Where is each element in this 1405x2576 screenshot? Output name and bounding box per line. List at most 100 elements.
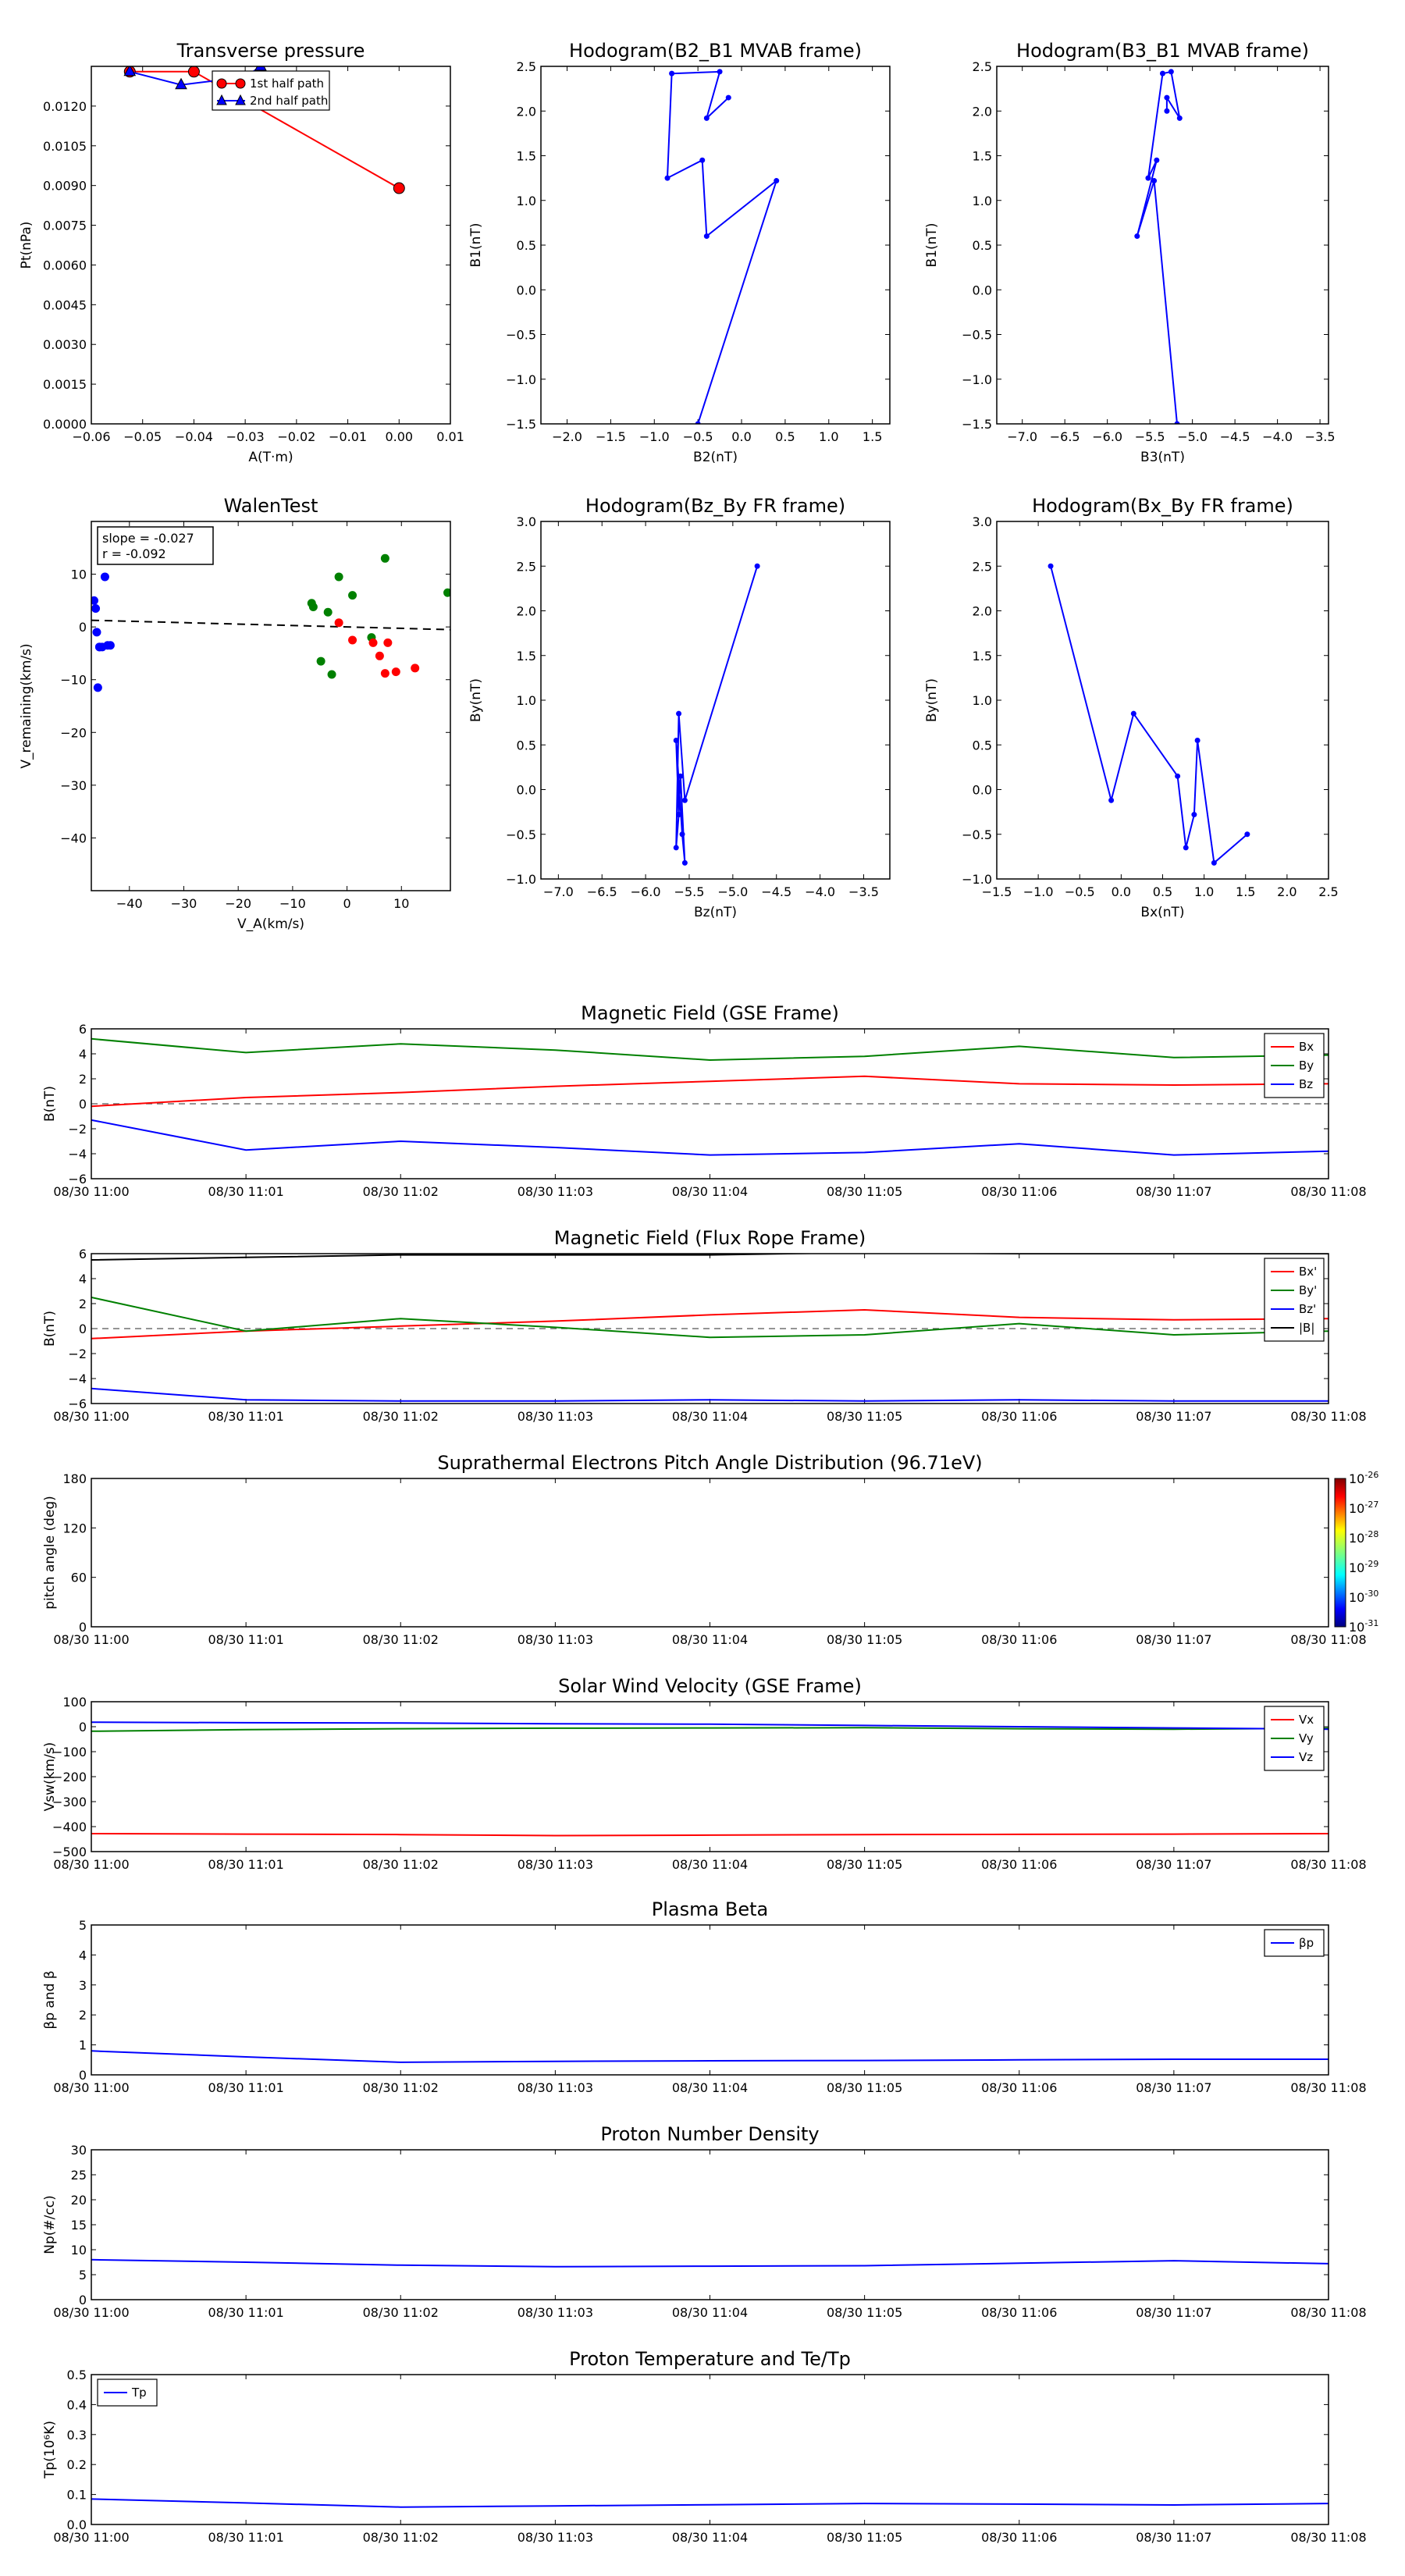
data-point <box>681 859 688 866</box>
x-axis-label: Bz(nT) <box>694 905 737 920</box>
y-tick-label: 1.0 <box>973 194 992 208</box>
y-tick-label: 0 <box>79 2293 87 2307</box>
chart-title: Hodogram(Bx_By FR frame) <box>1032 495 1293 517</box>
legend-label: Vz <box>1299 1750 1313 1764</box>
y-tick-label: 3 <box>79 1978 87 1993</box>
x-tick-label: 08/30 11:03 <box>518 1857 593 1872</box>
annotation-text: r = -0.092 <box>102 546 166 561</box>
y-tick-label: 0.5 <box>973 238 992 253</box>
data-point <box>1175 773 1181 779</box>
data-point <box>368 638 378 647</box>
y-tick-label: 0.0000 <box>43 417 87 432</box>
x-tick-label: 08/30 11:06 <box>981 2530 1057 2545</box>
x-axis-label: B3(nT) <box>1140 450 1185 465</box>
x-tick-label: 08/30 11:04 <box>672 1632 748 1647</box>
x-tick-label: 08/30 11:05 <box>827 2080 902 2095</box>
y-tick-label: 0.5 <box>517 238 536 253</box>
x-tick-label: 08/30 11:02 <box>363 2530 439 2545</box>
x-tick-label: 08/30 11:03 <box>518 1409 593 1424</box>
x-tick-label: 08/30 11:08 <box>1290 2305 1366 2320</box>
plot-area <box>91 2498 1329 2508</box>
x-tick-label: 0.0 <box>1112 884 1131 899</box>
y-tick-label: 2.0 <box>517 604 536 619</box>
data-point <box>334 572 343 582</box>
colorbar-tick-base: 10 <box>1349 1531 1364 1546</box>
y-tick-label: 1 <box>79 2038 87 2053</box>
x-tick-label: 08/30 11:04 <box>672 2305 748 2320</box>
y-tick-label: −500 <box>52 1845 87 1859</box>
y-axis-label: Vsw(km/s) <box>42 1742 58 1812</box>
chart-title: Solar Wind Velocity (GSE Frame) <box>558 1675 862 1697</box>
colorbar-tick-exponent: -26 <box>1364 1470 1378 1480</box>
y-tick-label: −1.0 <box>506 872 536 887</box>
data-point <box>105 641 115 650</box>
plot-area <box>1048 563 1250 866</box>
legend-label: Bz <box>1299 1077 1313 1091</box>
plot-area <box>1134 69 1183 424</box>
y-tick-label: 2 <box>79 2008 87 2023</box>
y-tick-label: 1.5 <box>973 649 992 664</box>
series-line-By <box>91 1037 1329 1062</box>
axes-frame <box>91 2149 1329 2300</box>
y-axis-label: B(nT) <box>42 1086 58 1122</box>
y-tick-label: 10 <box>71 568 87 582</box>
x-axis-label: V_A(km/s) <box>237 916 304 932</box>
data-point <box>100 572 109 582</box>
y-tick-label: 0.0075 <box>43 219 87 233</box>
y-tick-label: 1.0 <box>973 693 992 708</box>
y-tick-label: 2.0 <box>973 604 992 619</box>
y-tick-label: 6 <box>79 1247 87 1261</box>
x-axis-label: A(T·m) <box>248 450 293 465</box>
x-tick-label: 08/30 11:02 <box>363 1857 439 1872</box>
plot-area <box>91 1037 1329 1156</box>
x-tick-label: 0.0 <box>731 429 751 444</box>
chart-title: Magnetic Field (Flux Rope Frame) <box>554 1227 866 1249</box>
x-tick-label: −4.5 <box>1220 429 1250 444</box>
data-point <box>411 664 420 673</box>
plot-area <box>673 563 760 866</box>
x-tick-label: 08/30 11:07 <box>1136 1409 1211 1424</box>
x-tick-label: −5.0 <box>717 884 748 899</box>
chart-title: Hodogram(B2_B1 MVAB frame) <box>569 40 862 62</box>
axes-frame <box>91 1028 1329 1179</box>
y-tick-label: 0 <box>79 1720 87 1735</box>
x-tick-label: −4.0 <box>1262 429 1293 444</box>
colorbar <box>1334 1478 1346 1628</box>
colorbar-tick-label: 10-29 <box>1349 1559 1378 1575</box>
chart-hodogram-bx-by: Hodogram(Bx_By FR frame)−1.5 −1.0 −0.5 0.0 0… <box>924 495 1339 920</box>
colorbar-tick-base: 10 <box>1349 1620 1364 1635</box>
x-tick-label: 1.0 <box>819 429 838 444</box>
y-tick-label: −1.0 <box>962 372 992 387</box>
y-tick-label: 1.0 <box>517 194 536 208</box>
data-point <box>1145 175 1151 181</box>
y-tick-label: 2.0 <box>517 104 536 119</box>
data-point <box>664 175 670 181</box>
y-tick-label: 0.0 <box>517 283 536 297</box>
x-tick-label: 08/30 11:01 <box>208 1409 283 1424</box>
y-tick-label: 0 <box>79 620 87 635</box>
plot-area <box>91 1721 1329 1837</box>
colorbar-tick-label: 10-31 <box>1349 1618 1378 1635</box>
y-tick-label: 60 <box>71 1571 87 1585</box>
legend-label: By <box>1299 1059 1314 1073</box>
y-tick-label: 2.5 <box>973 59 992 74</box>
x-tick-label: 1.5 <box>863 429 882 444</box>
x-tick-label: 08/30 11:04 <box>672 1409 748 1424</box>
data-point <box>774 178 780 184</box>
x-tick-label: −7.0 <box>1007 429 1037 444</box>
colorbar-tick-exponent: -31 <box>1364 1618 1378 1628</box>
y-tick-label: −4 <box>68 1372 87 1386</box>
legend-label: Vx <box>1299 1713 1314 1727</box>
data-point <box>316 656 325 666</box>
y-tick-label: −2 <box>68 1122 87 1137</box>
legend-label: |B| <box>1299 1321 1314 1335</box>
chart-pitch-angle: Suprathermal Electrons Pitch Angle Distr… <box>42 1452 1378 1647</box>
y-tick-label: 0 <box>79 1097 87 1112</box>
legend-label: Bz' <box>1299 1302 1316 1316</box>
series-line-Bx <box>91 1075 1329 1108</box>
axes-frame <box>91 2374 1329 2525</box>
x-tick-label: 08/30 11:03 <box>518 2305 593 2320</box>
x-axis-label: Bx(nT) <box>1140 905 1184 920</box>
x-tick-label: 08/30 11:05 <box>827 2530 902 2545</box>
data-point <box>327 670 336 679</box>
